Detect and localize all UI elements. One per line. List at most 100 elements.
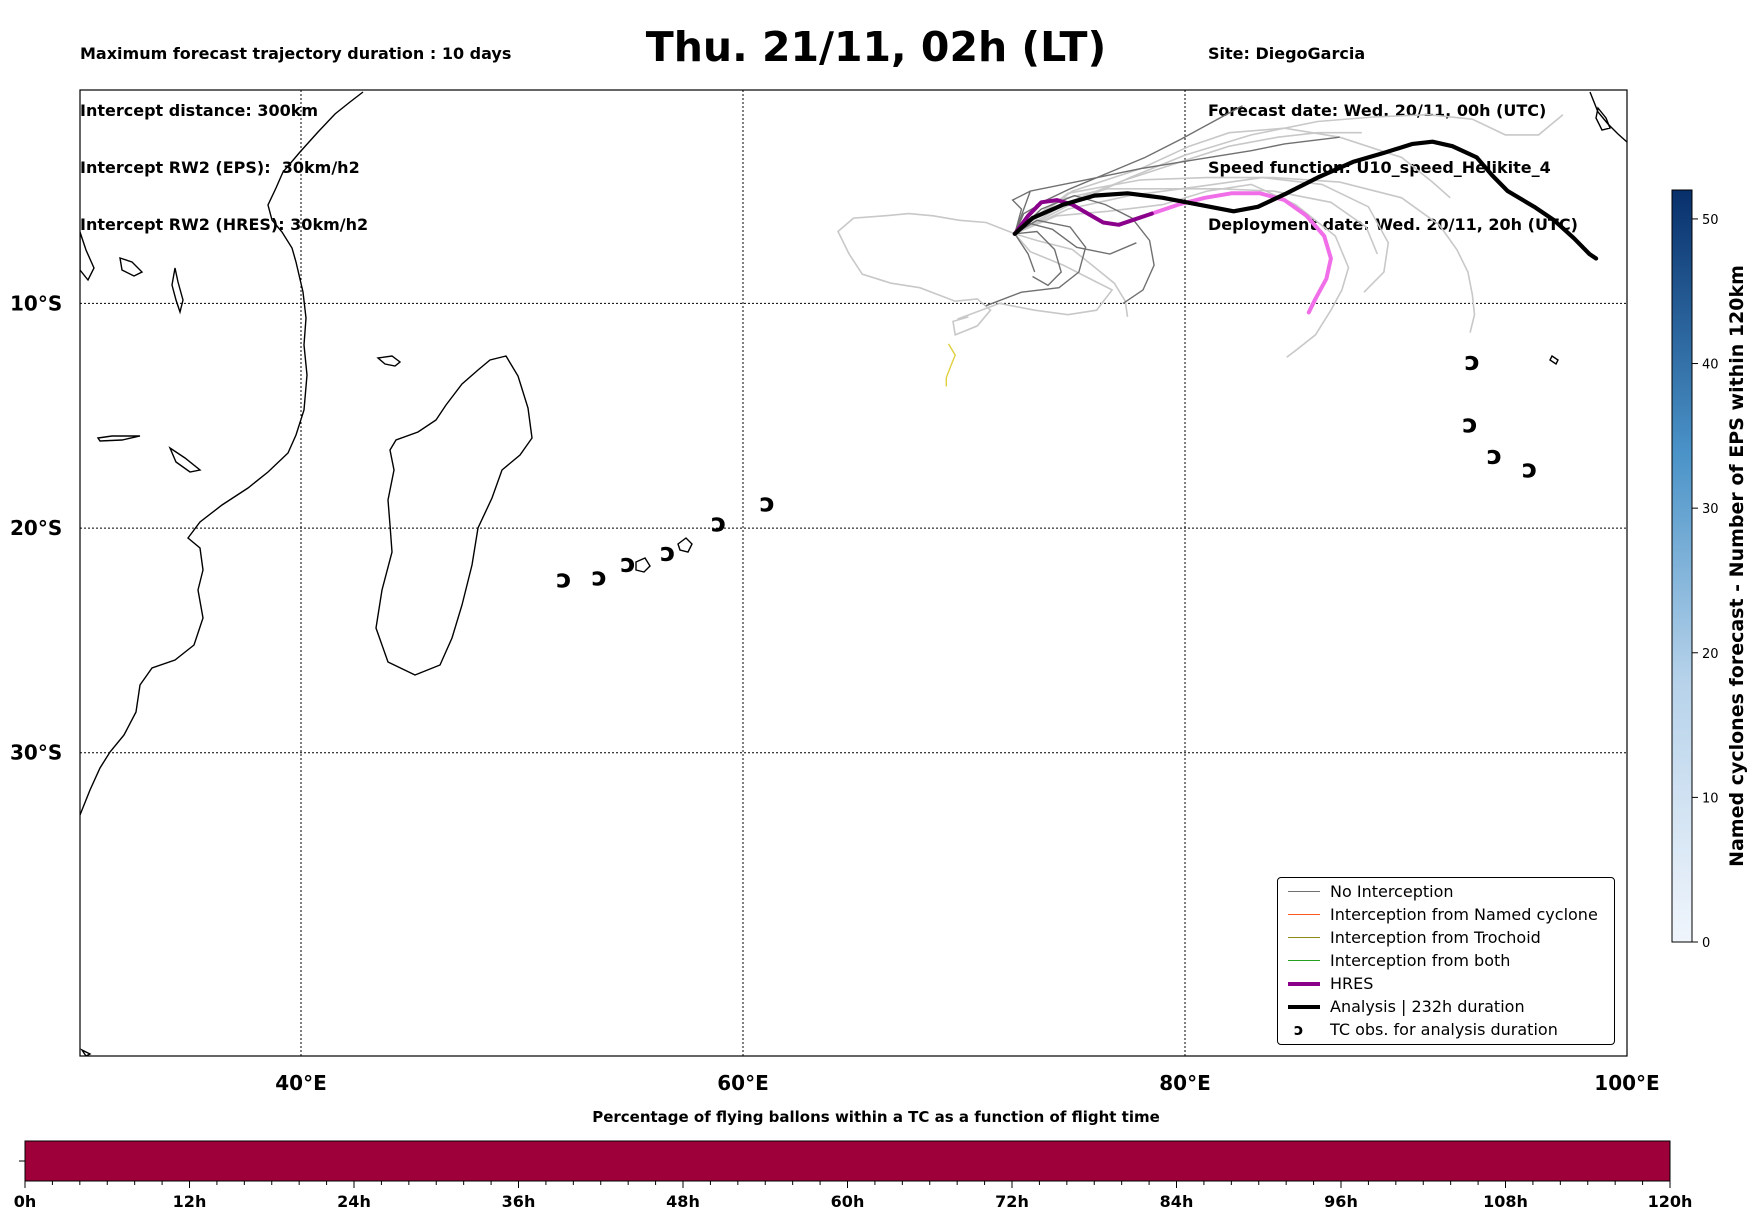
longitude-labels: 40°E 60°E 80°E 100°E <box>275 1071 1659 1095</box>
latitude-labels: 10°S 20°S 30°S <box>10 291 62 764</box>
eps-track-no-interception <box>1014 176 1390 293</box>
eps-track-no-interception <box>1014 221 1137 255</box>
legend-item-no-interception: No Interception <box>1278 881 1614 903</box>
island-coastline <box>119 256 144 277</box>
tc-symbol-icon: ↄ <box>1294 1020 1304 1039</box>
longitude-label: 100°E <box>1594 1071 1659 1095</box>
eps-track-no-interception <box>1014 105 1243 235</box>
colorbar-right <box>1671 189 1693 943</box>
legend: No Interception Interception from Named … <box>1277 877 1615 1045</box>
colorbar-bottom-tick-label: 36h <box>502 1192 536 1211</box>
colorbar-bottom-tick-label: 0h <box>14 1192 37 1211</box>
island-coastline <box>80 231 95 282</box>
tc-obs-icon: ↄ <box>1522 455 1537 485</box>
legend-item-both: Interception from both <box>1278 950 1614 972</box>
tc-obs-icon: ↄ <box>1465 347 1480 377</box>
island-coastline <box>171 267 184 315</box>
legend-label: Interception from Named cyclone <box>1330 905 1598 924</box>
eps-track-no-interception <box>1014 136 1340 235</box>
tc-obs-icon: ↄ <box>1462 410 1477 440</box>
eps-track-no-interception <box>1014 230 1062 287</box>
header-info-left: Maximum forecast trajectory duration : 1… <box>80 6 511 253</box>
colorbar-tick-label: 10 <box>1702 791 1719 806</box>
colorbar-tick-label: 30 <box>1702 502 1719 517</box>
madagascar-coastline <box>375 355 533 676</box>
legend-label: Interception from both <box>1330 951 1511 970</box>
island-coastline <box>1595 106 1611 131</box>
colorbar-right-ticks: 0 10 20 30 40 50 <box>1692 213 1719 951</box>
island-coastline <box>168 446 202 473</box>
tc-obs-icon: ↄ <box>1487 441 1502 471</box>
legend-item-trochoid: Interception from Trochoid <box>1278 927 1614 949</box>
legend-swatch <box>1288 960 1320 961</box>
legend-swatch <box>1288 891 1320 892</box>
eps-track-no-interception <box>1014 176 1476 333</box>
tc-obs-icon: ↄ <box>660 538 675 568</box>
eps-track-yellow <box>945 343 956 387</box>
header-info-right: Site: DiegoGarcia Forecast date: Wed. 20… <box>1208 6 1578 253</box>
colorbar-bottom-tick-label: 84h <box>1160 1192 1194 1211</box>
colorbar-bottom-tick-label: 60h <box>831 1192 865 1211</box>
coastlines <box>80 91 1627 1056</box>
colorbar-tick-label: 40 <box>1702 358 1719 373</box>
colorbar-bottom-ticks: 0h 12h 24h 36h 48h 60h 72h 84h 96h 108h 120h <box>14 1181 1693 1211</box>
tc-obs-icon: ↄ <box>760 488 775 518</box>
info-line: Site: DiegoGarcia <box>1208 44 1366 63</box>
colorbar-bottom-tick-label: 48h <box>666 1192 700 1211</box>
legend-label: Interception from Trochoid <box>1330 928 1541 947</box>
legend-swatch <box>1288 1005 1320 1009</box>
info-line: Intercept RW2 (HRES): 30km/h2 <box>80 215 369 234</box>
colorbar-tick-label: 20 <box>1702 647 1719 662</box>
main-tracks <box>945 139 1599 387</box>
eps-track-no-interception <box>1014 233 1129 318</box>
island-coastline <box>635 557 651 573</box>
island-coastline <box>376 355 402 367</box>
eps-track-no-interception <box>837 212 1016 337</box>
info-line: Intercept RW2 (EPS): 30km/h2 <box>80 158 360 177</box>
eps-track-no-interception <box>1014 194 1155 304</box>
colorbar-right-label: Named cyclones forecast - Number of EPS … <box>1726 265 1748 867</box>
info-line: Intercept distance: 300km <box>80 101 319 120</box>
colorbar-bottom <box>24 1140 1671 1182</box>
legend-label: No Interception <box>1330 882 1454 901</box>
legend-swatch <box>1288 937 1320 938</box>
eps-track-no-interception <box>985 219 1087 307</box>
legend-item-analysis: Analysis | 232h duration <box>1278 996 1614 1018</box>
island-coastline <box>80 1048 92 1056</box>
legend-item-named-cyclone: Interception from Named cyclone <box>1278 904 1614 926</box>
legend-label: TC obs. for analysis duration <box>1330 1020 1558 1039</box>
eps-track-no-interception <box>957 233 1114 320</box>
latitude-label: 20°S <box>10 516 62 540</box>
longitude-label: 80°E <box>1159 1071 1211 1095</box>
colorbar-bottom-tick-label: 120h <box>1648 1192 1693 1211</box>
latitude-label: 30°S <box>10 741 62 765</box>
tc-obs-icon: ↄ <box>620 549 635 579</box>
map-frame <box>79 89 1628 1057</box>
colorbar-tick-label: 0 <box>1702 936 1710 951</box>
colorbar-bottom-tick-label: 96h <box>1324 1192 1358 1211</box>
legend-swatch <box>1288 914 1320 915</box>
longitude-label: 60°E <box>717 1071 769 1095</box>
island-coastline <box>677 537 693 553</box>
longitude-label: 40°E <box>275 1071 327 1095</box>
info-line: Maximum forecast trajectory duration : 1… <box>80 44 512 63</box>
colorbar-bottom-tick-label: 24h <box>337 1192 371 1211</box>
tc-obs-icon: ↄ <box>592 562 607 592</box>
colorbar-tick-label: 50 <box>1702 213 1719 228</box>
colorbar-bottom-tick-label: 72h <box>995 1192 1029 1211</box>
gridlines <box>80 90 1627 1056</box>
eps-track-no-interception <box>1014 113 1564 235</box>
legend-item-hres: HRES <box>1278 973 1614 995</box>
tc-obs-icon: ↄ <box>556 565 571 595</box>
analysis-track <box>1012 139 1599 261</box>
legend-label: Analysis | 232h duration <box>1330 997 1525 1016</box>
africa-coastline <box>80 91 364 816</box>
island-coastline <box>1549 354 1559 366</box>
eps-track-no-interception <box>1014 127 1451 235</box>
eps-tracks-light <box>837 113 1564 358</box>
colorbar-bottom-tick-label: 108h <box>1483 1192 1528 1211</box>
legend-swatch <box>1288 982 1320 986</box>
hres-track-extension <box>1149 191 1333 315</box>
map-title: Thu. 21/11, 02h (LT) <box>645 23 1107 71</box>
